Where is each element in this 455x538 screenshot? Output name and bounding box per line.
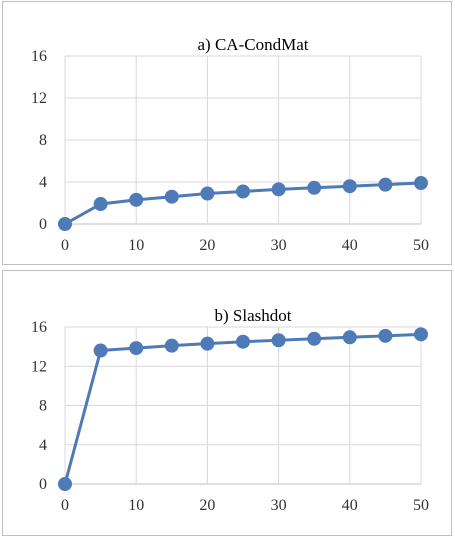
x-tick-label: 0 [61,237,69,254]
chart-panel-condmat: 0 4 8 12 16 0 10 20 30 40 50 a) CA-CondMat [2,1,452,265]
x-tick-label: 30 [271,237,287,254]
y-tick-label: 8 [39,398,47,415]
data-point [93,343,108,358]
data-point [307,180,322,195]
data-point [342,179,357,194]
data-point [271,182,286,197]
data-point [129,341,144,356]
chart-svg-slashdot: 0 4 8 12 16 0 10 20 30 40 50 b) Slashdot [31,306,429,514]
y-tick-label: 8 [39,132,47,149]
y-tick-label: 0 [39,476,47,493]
data-point [378,177,393,192]
chart-title: a) CA-CondMat [198,35,309,54]
y-tick-label: 4 [39,437,47,454]
data-point [200,186,215,201]
y-tick-label: 0 [39,216,47,233]
x-tick-label: 10 [128,237,144,254]
y-tick-label: 12 [31,90,47,107]
data-point [236,184,250,199]
data-point [200,336,215,351]
data-point [307,331,322,346]
data-point [129,192,144,207]
data-point [236,334,250,349]
y-tick-label: 16 [31,48,47,65]
x-tick-label: 50 [413,497,429,514]
data-point [164,189,179,204]
data-point [58,477,72,491]
x-tick-label: 40 [342,497,358,514]
chart-title: b) Slashdot [215,306,292,325]
x-tick-label: 50 [413,237,429,254]
data-point [342,330,357,345]
data-point [271,333,286,348]
data-point [378,328,393,343]
x-tick-label: 20 [199,237,215,254]
y-tick-label: 12 [31,358,47,375]
x-tick-label: 30 [271,497,287,514]
y-tick-label: 4 [39,174,47,191]
chart-panel-slashdot: 0 4 8 12 16 0 10 20 30 40 50 b) Slashdot [2,270,452,536]
chart-svg-condmat: 0 4 8 12 16 0 10 20 30 40 50 a) CA-CondMat [31,35,429,254]
data-point [58,217,72,231]
data-point [414,176,428,191]
data-point [93,197,108,212]
x-tick-label: 40 [342,237,358,254]
x-tick-label: 10 [128,497,144,514]
data-point [414,327,428,342]
series-line [63,332,422,485]
y-tick-label: 16 [31,319,47,336]
x-tick-label: 0 [61,497,69,514]
x-tick-label: 20 [199,497,215,514]
data-point [164,338,179,353]
